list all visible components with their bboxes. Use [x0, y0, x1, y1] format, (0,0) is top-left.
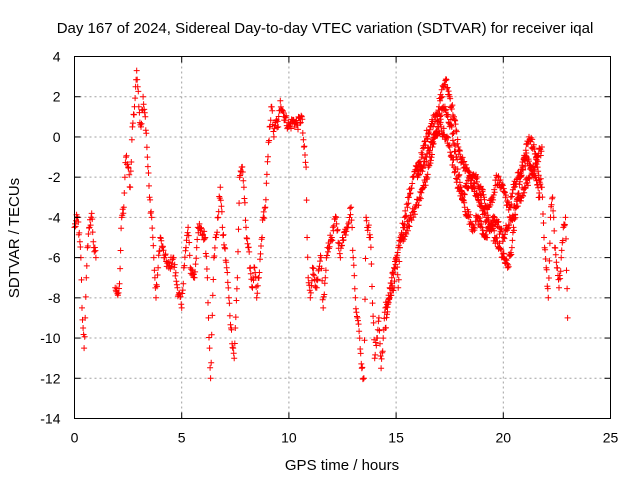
- x-axis-ticks: 0 5 10 15 20 25: [71, 56, 619, 446]
- x-tick-label: 10: [281, 430, 297, 446]
- y-tick-label: -8: [48, 290, 61, 306]
- y-axis-ticks: -14 -12 -10 -8 -6 -4 -2 0 2 4: [40, 49, 611, 427]
- x-tick-label: 20: [496, 430, 512, 446]
- scatter-markers: [71, 67, 571, 383]
- y-tick-label: -6: [48, 250, 61, 266]
- x-tick-label: 0: [71, 430, 79, 446]
- y-axis-label: SDTVAR / TECUs: [6, 178, 23, 298]
- x-tick-label: 5: [178, 430, 186, 446]
- y-tick-label: 2: [53, 89, 61, 105]
- y-tick-label: 0: [53, 129, 61, 145]
- y-tick-label: -12: [40, 370, 60, 386]
- x-axis-label: GPS time / hours: [285, 457, 399, 474]
- plot-frame: [74, 56, 611, 419]
- x-tick-label: 15: [388, 430, 404, 446]
- data-points: [71, 67, 571, 383]
- x-tick-label: 25: [603, 430, 619, 446]
- y-tick-label: -4: [48, 209, 61, 225]
- y-tick-label: -14: [40, 411, 60, 427]
- y-tick-label: 4: [53, 49, 61, 65]
- y-tick-label: -2: [48, 169, 61, 185]
- chart-title: Day 167 of 2024, Sidereal Day-to-day VTE…: [57, 20, 594, 37]
- y-tick-label: -10: [40, 330, 60, 346]
